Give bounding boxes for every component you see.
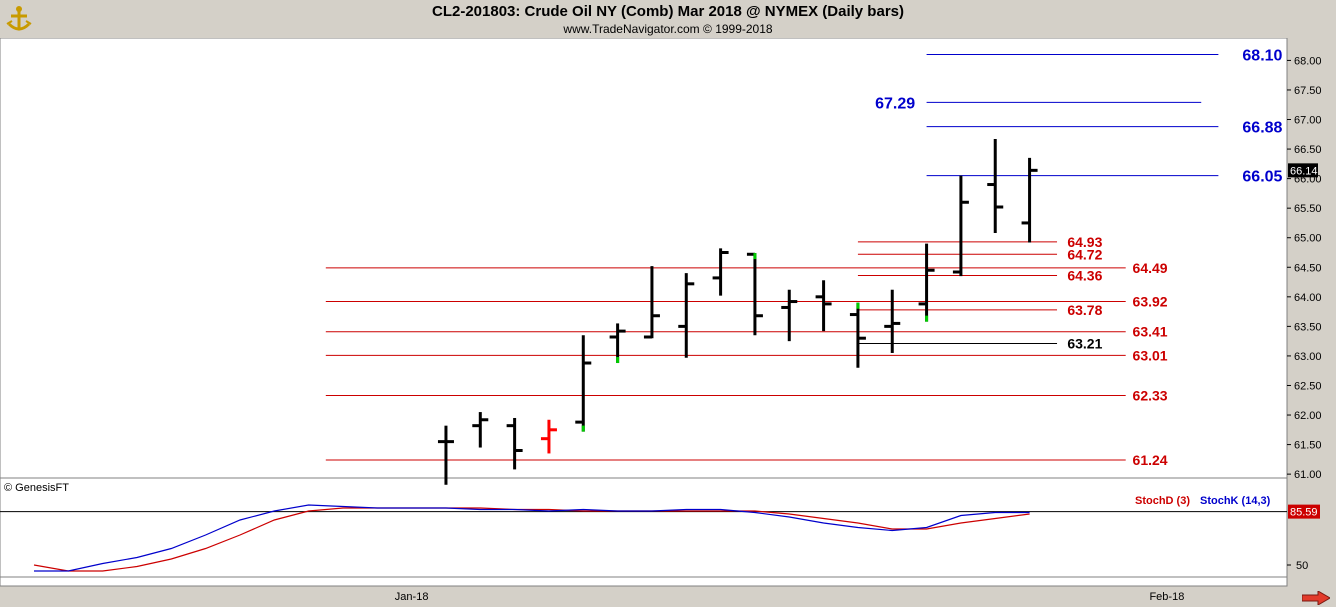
stochK-line <box>34 504 1030 572</box>
level-label: 64.49 <box>1133 260 1168 276</box>
date-tick-label: Jan-18 <box>395 591 429 603</box>
level-label: 63.78 <box>1067 302 1102 318</box>
level-label: 66.88 <box>1242 120 1282 137</box>
trade-navigator-logo-icon <box>4 4 34 34</box>
level-label: 67.29 <box>875 95 915 112</box>
last-price-box <box>1288 163 1318 178</box>
price-tick-label: 62.00 <box>1294 410 1322 422</box>
main-plot-area <box>0 38 1288 587</box>
stoch-last-label: 85.59 <box>1290 507 1318 519</box>
level-label: 66.05 <box>1242 169 1282 186</box>
level-label: 63.01 <box>1133 347 1168 363</box>
chart-subtitle: www.TradeNavigator.com © 1999-2018 <box>563 22 773 36</box>
level-label: 68.10 <box>1242 48 1282 65</box>
price-tick-label: 61.00 <box>1294 469 1322 481</box>
price-tick-label: 61.50 <box>1294 440 1322 452</box>
date-tick-label: Feb-18 <box>1149 591 1184 603</box>
level-label: 63.41 <box>1133 324 1168 340</box>
stoch-last-box <box>1288 504 1320 519</box>
title-bar: CL2-201803: Crude Oil NY (Comb) Mar 2018… <box>0 0 1336 38</box>
stochD-line <box>33 507 1030 572</box>
scroll-right-arrow-icon[interactable] <box>1302 591 1330 605</box>
price-tick-label: 68.00 <box>1294 55 1322 67</box>
level-label: 62.33 <box>1133 388 1168 404</box>
price-tick-label: 65.50 <box>1294 203 1322 215</box>
legend-stochK: StochK (14,3) <box>1200 495 1271 507</box>
chart-canvas: © GenesisFT 68.1067.2966.8866.0564.9364.… <box>0 38 1322 603</box>
ohlc-bars <box>437 139 1038 485</box>
price-tick-label: 63.50 <box>1294 321 1322 333</box>
price-tick-label: 64.00 <box>1294 292 1322 304</box>
stoch-tick-label: 50 <box>1296 560 1308 572</box>
price-tick-label: 62.50 <box>1294 380 1322 392</box>
price-tick-label: 67.50 <box>1294 85 1322 97</box>
price-tick-label: 63.00 <box>1294 351 1322 363</box>
copyright-label: © GenesisFT <box>4 482 69 494</box>
level-label: 64.36 <box>1067 268 1102 284</box>
legend-stochD: StochD (3) <box>1135 495 1190 507</box>
price-tick-label: 67.00 <box>1294 115 1322 127</box>
level-label: 61.24 <box>1133 452 1168 468</box>
price-tick-label: 64.50 <box>1294 262 1322 274</box>
date-axis: Jan-18 Feb-18 <box>395 591 1185 603</box>
stochastic-panel: StochD (3) StochK (14,3) <box>0 495 1287 572</box>
chart-title: CL2-201803: Crude Oil NY (Comb) Mar 2018… <box>432 3 904 20</box>
level-label: 64.72 <box>1067 246 1102 262</box>
level-label: 64.93 <box>1067 234 1102 250</box>
last-price-label: 66.14 <box>1290 165 1318 177</box>
price-tick-label: 65.00 <box>1294 233 1322 245</box>
price-axis: 61.00 61.50 62.00 62.50 63.00 63.50 64.00 64.50… <box>1287 55 1322 572</box>
level-label: 63.21 <box>1067 336 1102 352</box>
price-tick-label: 66.50 <box>1294 144 1322 156</box>
level-label: 63.92 <box>1133 294 1168 310</box>
